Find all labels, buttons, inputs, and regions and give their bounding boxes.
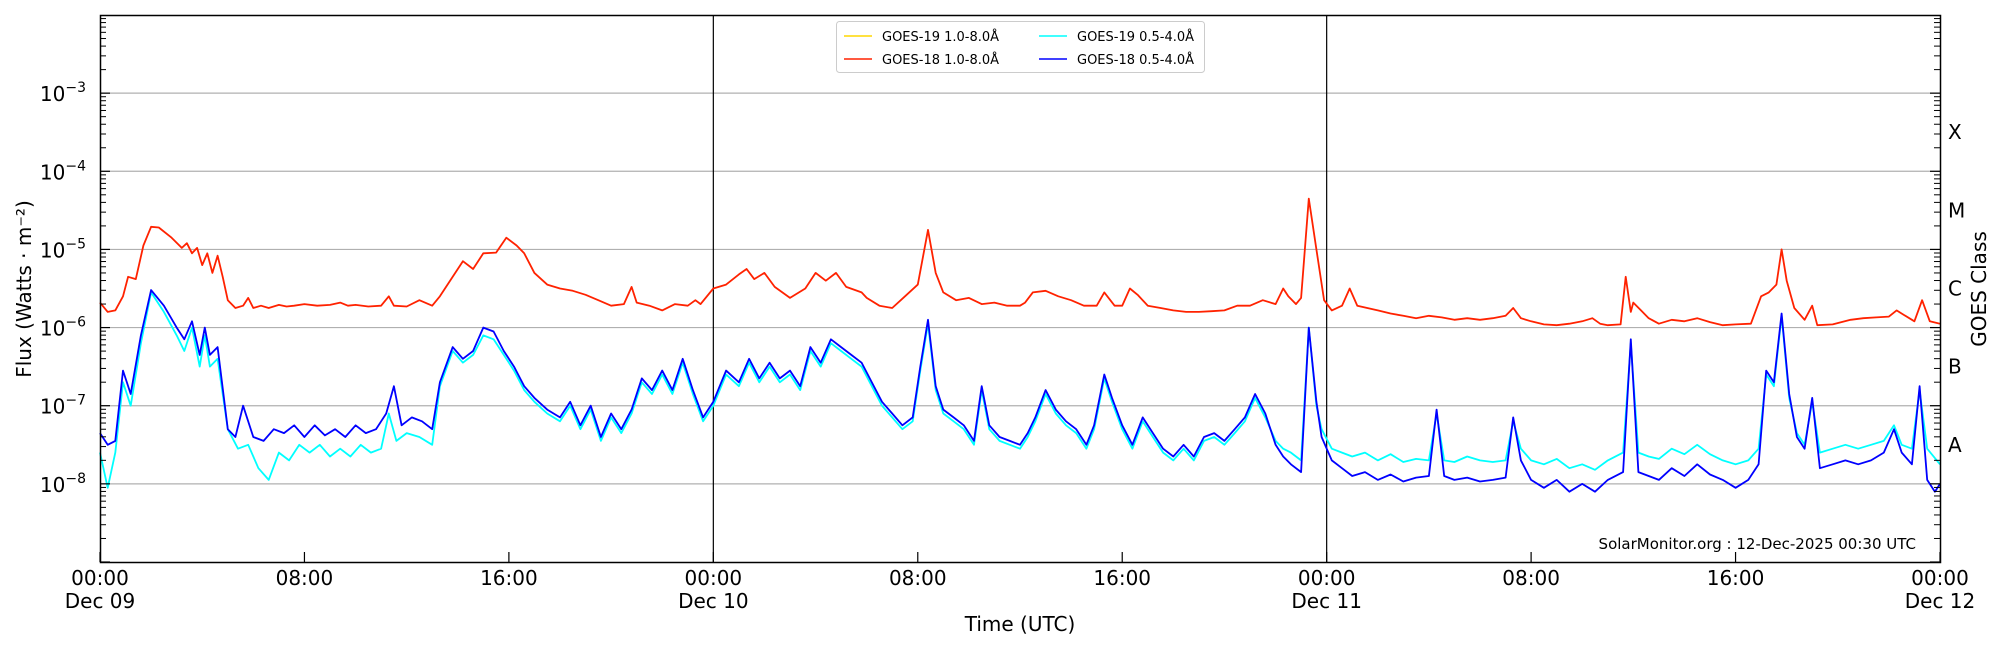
x-tick-date: Dec 11 (1291, 589, 1362, 613)
legend-box (836, 21, 1205, 73)
x-tick-time: 08:00 (889, 566, 947, 590)
goes-class-m: M (1948, 198, 1965, 222)
y-tick-label: 10−6 (40, 315, 86, 341)
goes-class-labels: X M C B A (1948, 120, 1965, 457)
x-tick-time: 08:00 (276, 566, 334, 590)
y-tick-label: 10−8 (40, 471, 86, 497)
goes-class-a: A (1948, 433, 1962, 457)
x-tick-time: 00:00 (1911, 566, 1969, 590)
data-series (99, 197, 1941, 493)
y-tick-label: 10−7 (40, 393, 86, 419)
y-axis-ticks: 10−3 10−4 10−5 10−6 10−7 10−8 (40, 18, 1940, 563)
x-tick-time: 16:00 (1093, 566, 1151, 590)
legend-label: GOES-18 0.5-4.0Å (1077, 52, 1194, 68)
x-axis-title: Time (UTC) (964, 612, 1076, 636)
legend: GOES-19 1.0-8.0Å GOES-18 1.0-8.0Å GOES-19 … (836, 21, 1205, 73)
y-axis-right-title: GOES Class (1967, 231, 1991, 347)
x-tick-time: 00:00 (1298, 566, 1356, 590)
x-tick-date: Dec 09 (65, 589, 136, 613)
x-tick-time: 00:00 (685, 566, 743, 590)
y-tick-label: 10−4 (40, 158, 86, 184)
plot-frame (99, 14, 1942, 564)
legend-label: GOES-18 1.0-8.0Å (882, 52, 999, 68)
legend-label: GOES-19 0.5-4.0Å (1077, 29, 1194, 45)
goes-class-c: C (1948, 277, 1962, 301)
series-line (99, 197, 1941, 327)
legend-label: GOES-19 1.0-8.0Å (882, 29, 999, 45)
y-axis-title: Flux (Watts · m⁻²) (12, 200, 36, 378)
x-tick-date: Dec 12 (1905, 589, 1976, 613)
x-tick-time: 08:00 (1502, 566, 1560, 590)
goes-class-b: B (1948, 355, 1962, 379)
x-tick-date: Dec 10 (678, 589, 749, 613)
x-tick-time: 16:00 (1707, 566, 1765, 590)
watermark-annotation: SolarMonitor.org : 12-Dec-2025 00:30 UTC (1599, 535, 1916, 553)
goes-class-x: X (1948, 120, 1962, 144)
x-tick-time: 00:00 (71, 566, 129, 590)
horizontal-gridlines (100, 92, 1940, 485)
y-tick-label: 10−5 (40, 236, 86, 262)
x-tick-time: 16:00 (480, 566, 538, 590)
y-tick-label: 10−3 (40, 80, 86, 106)
series-line (99, 289, 1941, 493)
